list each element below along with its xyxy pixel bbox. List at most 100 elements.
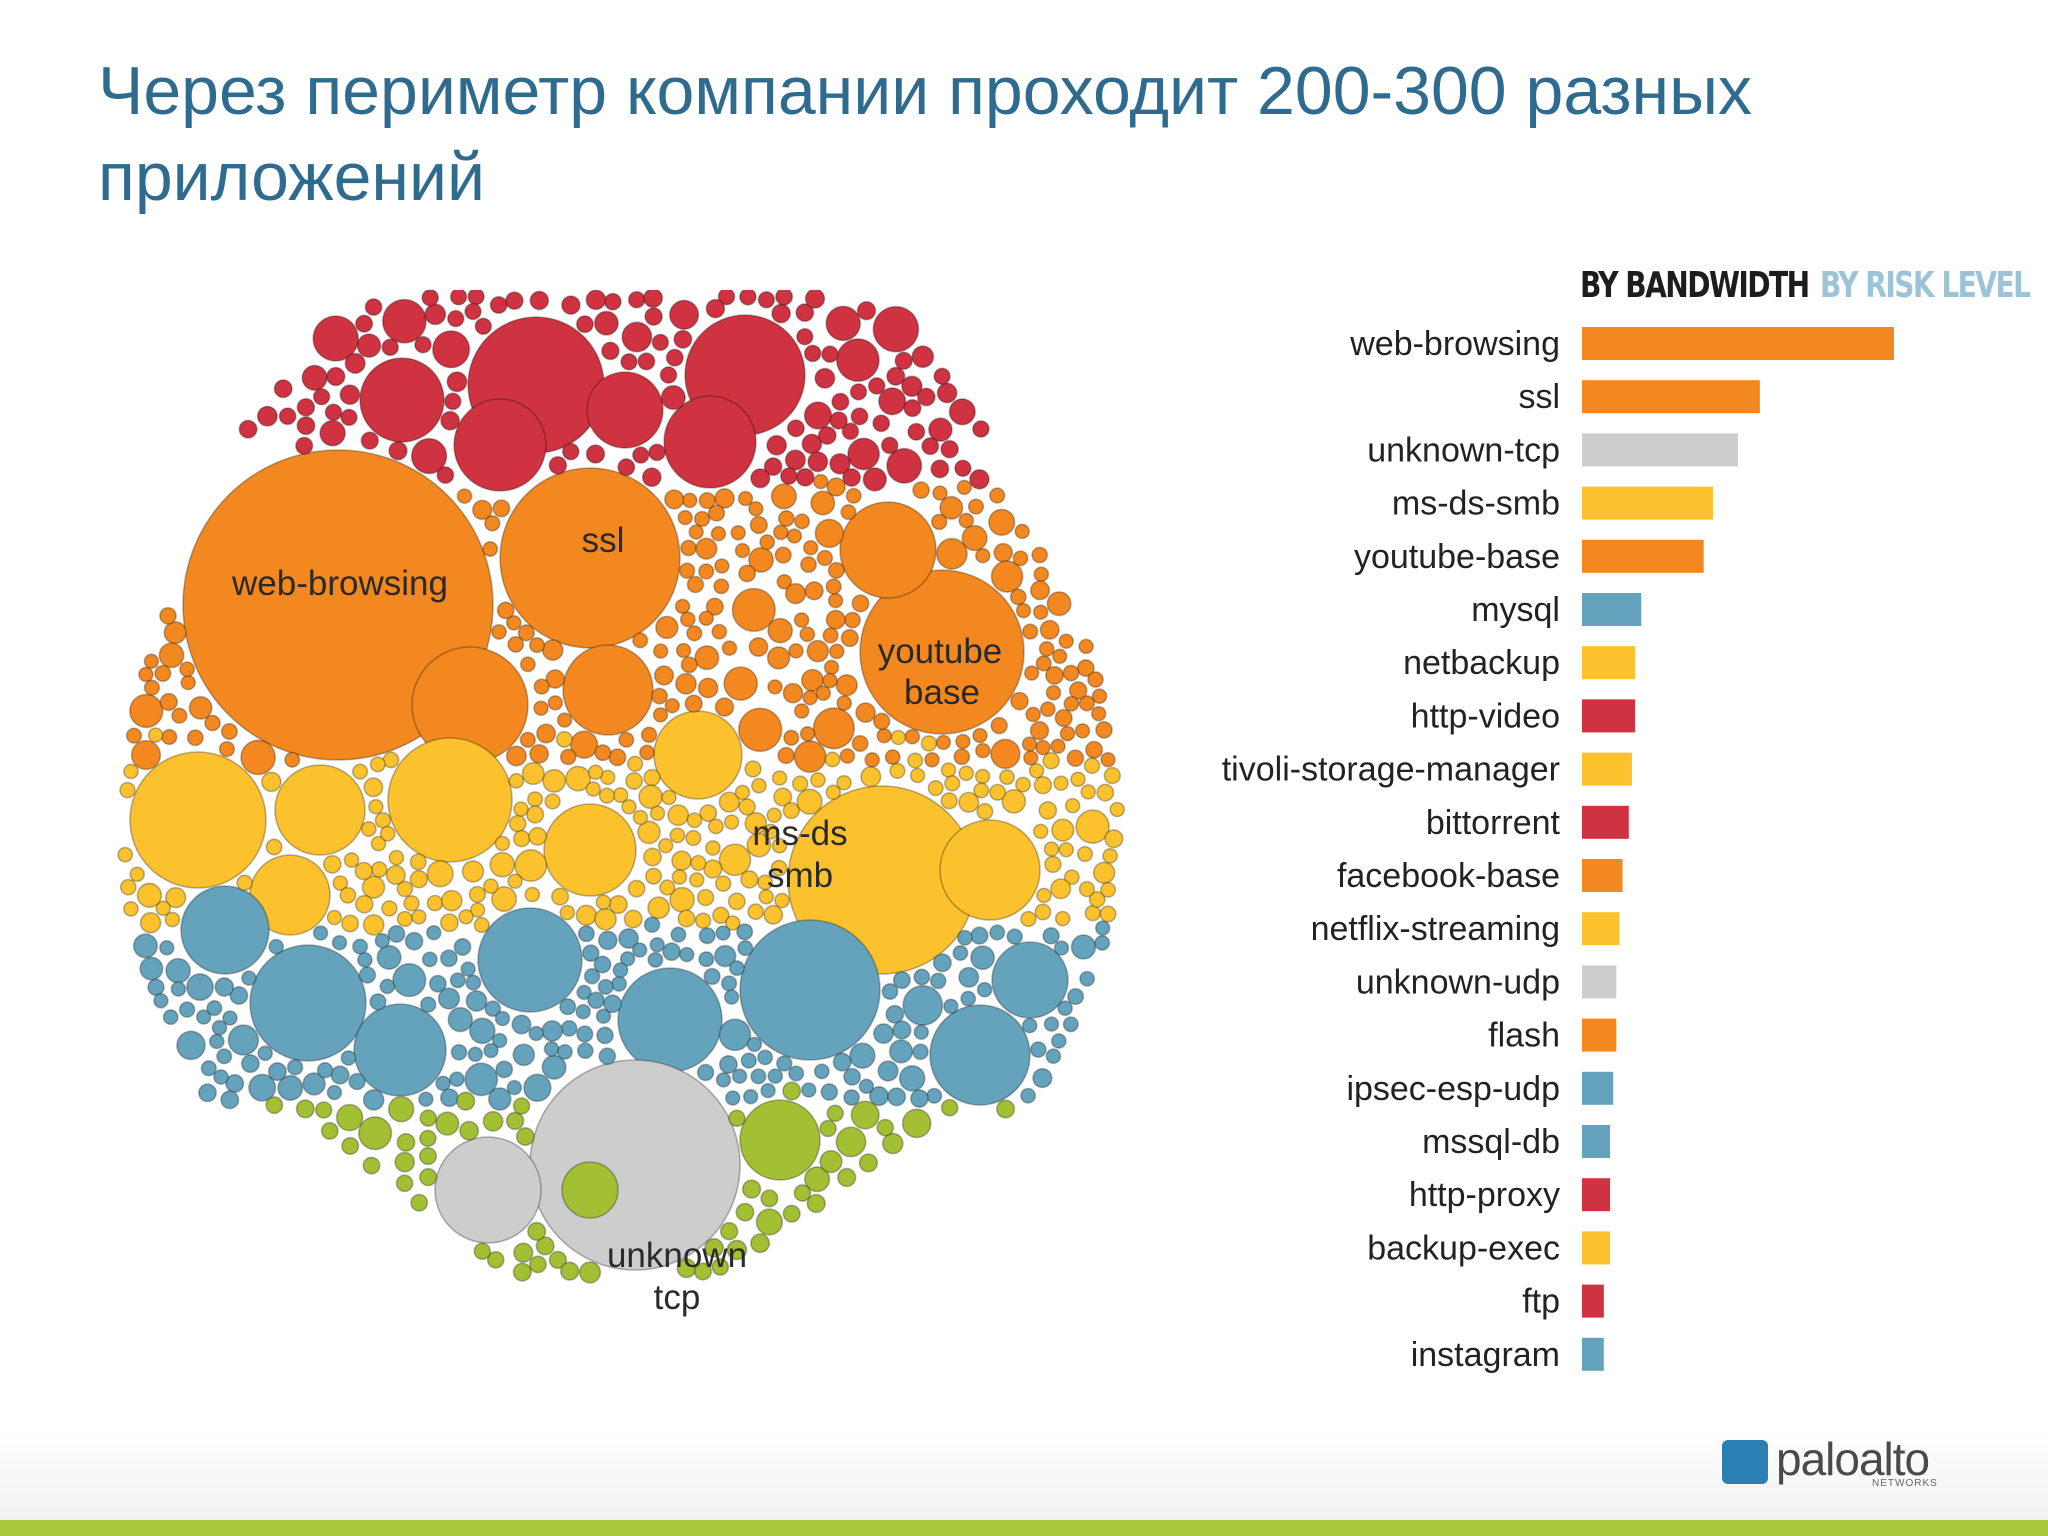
bubble-label-youtube-2: base: [904, 673, 980, 712]
bubble: [939, 819, 1041, 921]
bubble: [710, 525, 727, 542]
bubble: [575, 315, 595, 334]
bubble: [726, 1239, 748, 1261]
bubble: [1078, 638, 1094, 655]
bubble: [431, 330, 471, 369]
bubble: [139, 956, 164, 981]
bubble: [1022, 750, 1039, 766]
bubble: [876, 1118, 895, 1137]
bubble: [991, 941, 1069, 1019]
bubble: [788, 642, 804, 659]
bubble: [208, 1033, 225, 1050]
bubble: [296, 416, 316, 436]
bubble: [496, 601, 515, 620]
bubble: [660, 384, 686, 411]
bubble: [487, 1087, 512, 1111]
tab-by-risk-level[interactable]: BY RISK LEVEL: [1820, 265, 2031, 306]
bubble: [707, 818, 724, 835]
bubble: [519, 656, 536, 673]
bubble: [888, 1039, 914, 1064]
bubble: [395, 1174, 414, 1193]
bubble: [504, 291, 524, 311]
bubble: [647, 951, 664, 968]
logo-text: paloalto: [1776, 1433, 1930, 1485]
bubble: [484, 1000, 502, 1018]
bubble: [885, 1004, 905, 1024]
bubble: [421, 951, 438, 968]
bubble: [195, 1009, 212, 1025]
bubble: [734, 542, 751, 559]
bubble: [559, 748, 577, 766]
bubble: [659, 879, 676, 896]
bubble: [585, 444, 606, 464]
bubble: [738, 798, 756, 816]
bubble: [369, 756, 386, 773]
bubble: [930, 513, 948, 531]
bubble: [909, 767, 926, 784]
bubble: [409, 853, 427, 871]
bubble: [667, 804, 690, 827]
bubble: [489, 295, 508, 315]
bubble: [392, 962, 427, 998]
bubble: [932, 485, 948, 501]
bubble: [850, 407, 869, 426]
bubble: [1043, 841, 1060, 857]
bubble: [1045, 684, 1062, 701]
bubble: [675, 642, 692, 659]
tab-by-bandwidth[interactable]: BY BANDWIDTH: [1580, 265, 1810, 306]
bubble: [990, 716, 1009, 735]
bubble: [799, 626, 816, 643]
bubble: [456, 488, 473, 504]
bubble: [782, 1204, 801, 1223]
bubble: [967, 498, 985, 515]
bubble: [737, 707, 783, 753]
bubble: [1070, 771, 1086, 788]
bubble: [767, 617, 794, 644]
bubble: [731, 587, 776, 633]
bubble: [545, 669, 566, 689]
bubble: [668, 299, 700, 330]
bubble: [295, 436, 314, 456]
bubble: [770, 483, 798, 510]
bubble: [541, 1020, 564, 1042]
bubble: [690, 854, 707, 872]
bubble: [902, 984, 944, 1026]
bar-netbackup: [1582, 646, 1636, 680]
bubble: [200, 1060, 218, 1077]
bubble: [339, 384, 361, 406]
bubble: [767, 1068, 784, 1084]
bubble: [1059, 725, 1076, 742]
bubble: [703, 967, 721, 986]
bubble: [739, 1099, 821, 1181]
bubble: [705, 597, 724, 616]
bubble: [608, 894, 628, 915]
bubble: [734, 784, 751, 801]
bubble: [774, 892, 790, 909]
bar-http-proxy: [1582, 1178, 1611, 1212]
bubble: [548, 1250, 568, 1270]
bar-label-mysql: mysql: [1471, 591, 1560, 629]
bubble: [374, 811, 392, 829]
bubble: [826, 1104, 845, 1123]
bubble: [523, 1073, 552, 1103]
bubble: [705, 840, 721, 856]
bubble: [632, 809, 649, 826]
bubble: [786, 419, 806, 438]
bubble: [924, 751, 940, 768]
bubble: [598, 1047, 617, 1066]
bubble: [1039, 701, 1056, 718]
bubble: [343, 852, 360, 868]
bubble: [1042, 751, 1060, 770]
bubble: [1100, 881, 1117, 898]
bubble: [839, 501, 937, 599]
bubble: [641, 467, 662, 488]
bubble: [843, 1067, 862, 1086]
bubble: [820, 1083, 839, 1101]
bubble: [143, 653, 160, 670]
bubble: [872, 305, 920, 353]
bubble: [162, 1009, 179, 1026]
bubble: [587, 991, 606, 1010]
bubble: [535, 1236, 555, 1256]
bubble: [762, 823, 779, 840]
bubble: [698, 951, 715, 968]
